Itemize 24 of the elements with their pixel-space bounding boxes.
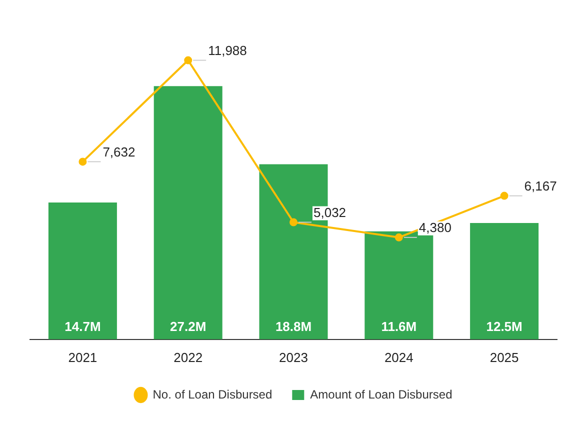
- point: [500, 192, 508, 200]
- data-label: 5,032: [314, 204, 346, 220]
- data-label: 6,167: [524, 178, 557, 194]
- x-tick-label: 2024: [384, 350, 414, 365]
- point: [394, 233, 403, 242]
- x-tick-label: 2022: [174, 350, 203, 365]
- point: [290, 218, 298, 226]
- legend-label: Amount of Loan Disbursed: [310, 387, 452, 402]
- bar: [48, 202, 117, 340]
- point: [78, 158, 87, 166]
- data-label: 7,632: [102, 144, 136, 160]
- x-tick-label: 2021: [68, 350, 98, 365]
- data-label: 14.7M: [64, 318, 101, 334]
- data-label: 27.2M: [170, 318, 206, 334]
- data-label: 4,380: [418, 220, 452, 235]
- data-label: 18.8M: [275, 318, 312, 334]
- bar: [154, 86, 222, 340]
- data-label: 11.6M: [381, 318, 417, 334]
- data-label: 12.5M: [486, 318, 522, 334]
- bar: [470, 222, 539, 340]
- x-tick-label: 2025: [490, 350, 519, 365]
- data-label: 11,988: [208, 42, 247, 58]
- x-tick-label: 2023: [279, 350, 308, 365]
- legend-label: No. of Loan Disbursed: [152, 387, 272, 402]
